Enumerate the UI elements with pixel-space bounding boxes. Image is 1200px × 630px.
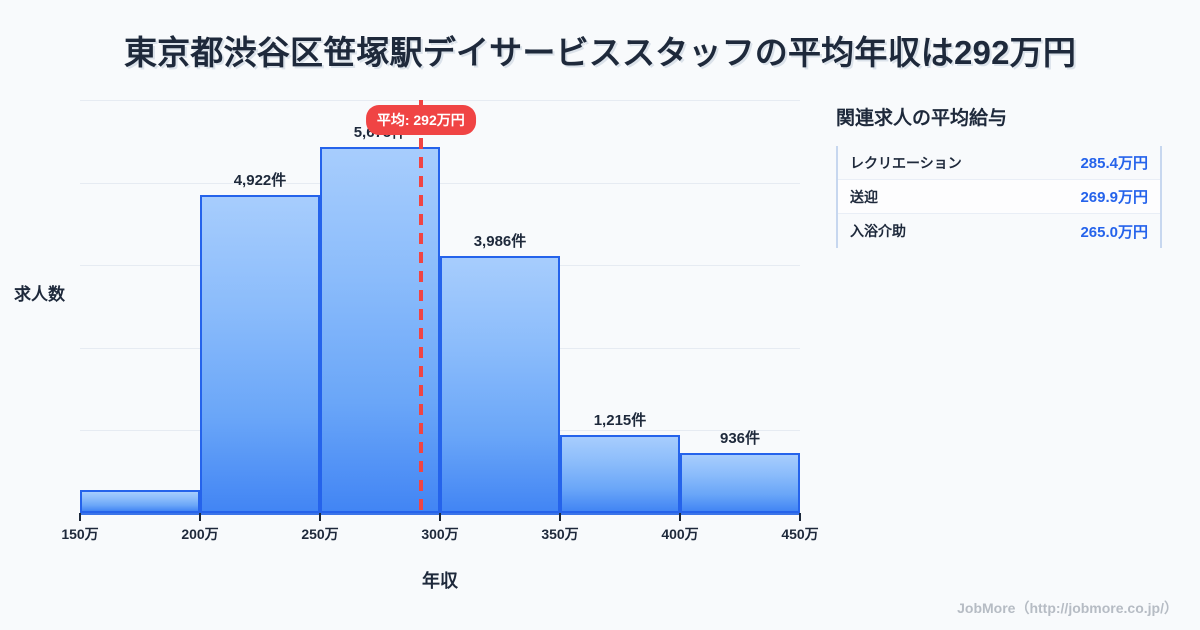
related-salary-row[interactable]: 送迎 269.9万円 (838, 180, 1160, 214)
sidebar-title: 関連求人の平均給与 (836, 108, 1008, 129)
x-axis-tick (79, 513, 81, 521)
x-axis-title: 年収 (422, 571, 458, 591)
chart-bar (80, 490, 200, 513)
chart-plot-area (80, 100, 800, 513)
x-axis-tick (199, 513, 201, 521)
y-axis-title: 求人数 (14, 285, 65, 304)
bar-value-label: 3,986件 (473, 232, 527, 250)
bar-value-label: 4,922件 (233, 172, 287, 190)
related-salary-label: 入浴介助 (850, 223, 906, 239)
bar-value-label: 1,215件 (593, 411, 647, 429)
average-badge: 平均: 292万円 (365, 105, 476, 135)
chart-bar (440, 255, 560, 513)
footer-watermark: JobMore（http://jobmore.co.jp/） (957, 600, 1178, 616)
chart-bar (560, 434, 680, 513)
x-axis-tick-label: 400万 (661, 526, 699, 542)
x-axis-tick (559, 513, 561, 521)
related-salary-panel: 関連求人の平均給与 レクリエーション 285.4万円送迎 269.9万円入浴介助 26… (836, 103, 1166, 248)
chart-bar (680, 452, 800, 513)
related-salary-row[interactable]: 入浴介助 265.0万円 (838, 214, 1160, 248)
page-title: 東京都渋谷区笹塚駅デイサービススタッフの平均年収は292万円 (123, 34, 1077, 71)
x-axis-tick-label: 300万 (421, 526, 459, 542)
related-salary-label: 送迎 (850, 188, 878, 205)
x-axis-tick-label: 150万 (61, 526, 99, 542)
x-axis-tick-label: 250万 (301, 526, 339, 542)
bar-value-label: 936件 (719, 429, 761, 447)
x-axis-tick-label: 200万 (181, 526, 219, 542)
related-salary-table: レクリエーション 285.4万円送迎 269.9万円入浴介助 265.0万円 (836, 146, 1162, 248)
related-salary-value: 269.9万円 (1080, 189, 1148, 206)
related-salary-value: 265.0万円 (1080, 223, 1148, 241)
gridline (80, 100, 800, 101)
x-axis-tick (799, 513, 801, 521)
x-axis-tick (439, 513, 441, 521)
related-salary-value: 285.4万円 (1080, 155, 1148, 172)
related-salary-row[interactable]: レクリエーション 285.4万円 (838, 146, 1160, 180)
x-axis-tick (679, 513, 681, 521)
x-axis-tick (319, 513, 321, 521)
gridline (80, 183, 800, 184)
x-axis-tick-label: 350万 (541, 526, 579, 542)
x-axis-tick-label: 450万 (781, 526, 819, 542)
average-line (418, 100, 423, 513)
related-salary-label: レクリエーション (850, 154, 962, 171)
chart-bar (200, 195, 320, 513)
